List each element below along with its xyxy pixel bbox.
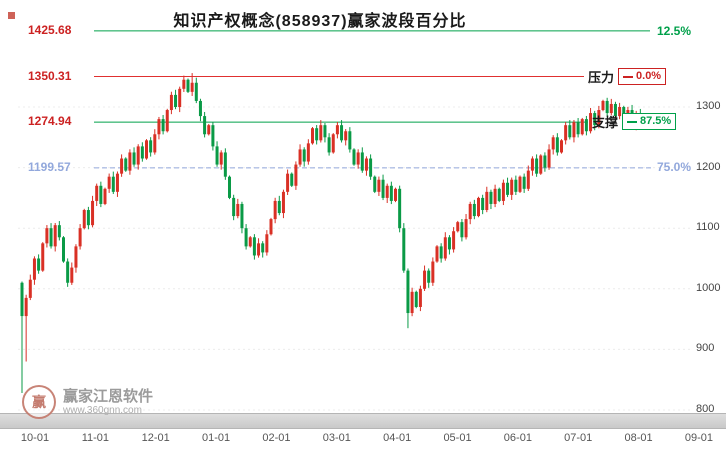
price-label-1425: 1425.68: [28, 23, 72, 37]
x-axis-tick: 06-01: [503, 432, 532, 444]
x-axis-tick: 04-01: [383, 432, 412, 444]
resistance-row: 压力 0.0%: [588, 67, 667, 86]
resistance-label: 压力: [588, 70, 615, 85]
timeline-scrollbar[interactable]: [0, 413, 726, 429]
price-label-1199: 1199.57: [28, 160, 71, 174]
fib-125-percent-label: 12.5%: [657, 24, 692, 38]
x-axis-tick: 11-01: [81, 432, 110, 444]
y-axis-tick: 1200: [696, 161, 721, 173]
resistance-percent: 0.0%: [636, 70, 662, 82]
x-axis-tick: 12-01: [141, 432, 170, 444]
dash-icon: [627, 120, 638, 123]
watermark-brand: 赢家江恩软件: [63, 387, 154, 405]
y-axis-tick: 1100: [696, 221, 720, 233]
x-axis-tick: 01-01: [202, 432, 231, 444]
brand-logo-icon: 赢: [22, 385, 56, 419]
y-axis-tick: 1300: [696, 100, 721, 112]
support-badge[interactable]: 87.5%: [622, 113, 677, 130]
support-label: 支撑: [592, 115, 619, 130]
resistance-badge[interactable]: 0.0%: [618, 68, 667, 85]
app-icon: [8, 12, 15, 19]
y-axis-tick: 1000: [696, 282, 721, 294]
fib-75-percent-label: 75.0%: [657, 160, 692, 174]
x-axis: 10-01 11-01 12-01 01-01 02-01 03-01 04-0…: [13, 432, 721, 444]
x-axis-tick: 07-01: [564, 432, 593, 444]
x-axis-tick: 05-01: [443, 432, 472, 444]
watermark-url: www.360gnn.com: [63, 404, 142, 416]
price-label-1274: 1274.94: [28, 114, 72, 128]
x-axis-tick: 02-01: [262, 432, 291, 444]
watermark: 赢 赢家江恩软件 www.360gnn.com: [22, 385, 153, 419]
page-title: 知识产权概念(858937)赢家波段百分比: [173, 13, 467, 30]
x-axis-tick: 03-01: [322, 432, 351, 444]
price-label-1350: 1350.31: [28, 69, 72, 83]
support-row: 支撑 87.5%: [592, 112, 677, 131]
dash-icon: [623, 75, 634, 78]
x-axis-tick: 10-01: [20, 432, 50, 444]
x-axis-tick: 09-01: [684, 432, 714, 444]
x-axis-tick: 08-01: [624, 432, 653, 444]
y-axis-tick: 800: [696, 403, 715, 415]
support-percent: 87.5%: [640, 115, 672, 127]
y-axis-tick: 900: [696, 342, 715, 354]
